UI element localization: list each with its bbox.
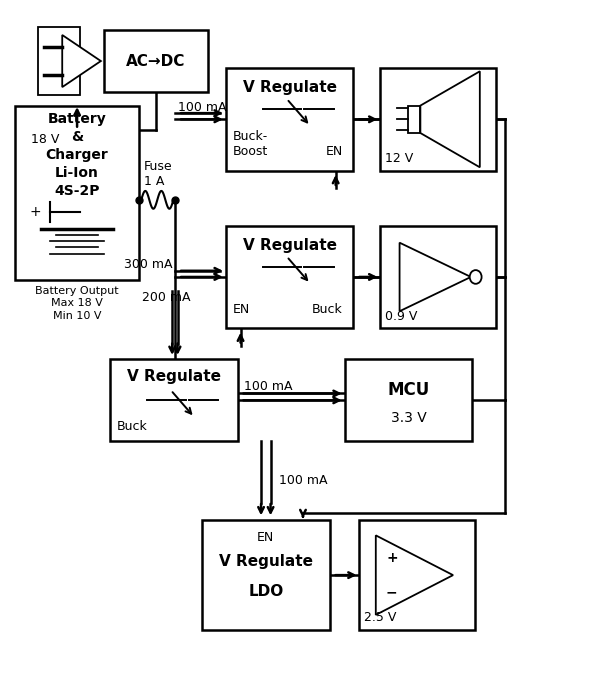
Text: Fuse
1 A: Fuse 1 A bbox=[143, 160, 172, 187]
Circle shape bbox=[470, 270, 482, 284]
Bar bbox=[226, 225, 353, 328]
Bar bbox=[380, 225, 496, 328]
Bar bbox=[380, 68, 496, 171]
Text: 100 mA: 100 mA bbox=[280, 475, 328, 487]
Text: 18 V: 18 V bbox=[31, 133, 59, 146]
Bar bbox=[409, 106, 421, 133]
Text: LDO: LDO bbox=[248, 584, 283, 599]
Text: V Regulate: V Regulate bbox=[219, 554, 313, 569]
Text: 3.3 V: 3.3 V bbox=[391, 411, 427, 426]
Text: V Regulate: V Regulate bbox=[242, 238, 337, 253]
Polygon shape bbox=[62, 35, 101, 87]
Polygon shape bbox=[400, 243, 471, 311]
Text: Battery
&
Charger
Li-Ion
4S-2P: Battery & Charger Li-Ion 4S-2P bbox=[46, 113, 109, 198]
Text: 12 V: 12 V bbox=[385, 152, 413, 165]
Text: Buck: Buck bbox=[117, 420, 148, 433]
Text: EN: EN bbox=[326, 145, 343, 158]
Bar bbox=[226, 68, 353, 171]
Text: 200 mA: 200 mA bbox=[142, 291, 191, 303]
Text: AC→DC: AC→DC bbox=[126, 53, 185, 68]
Polygon shape bbox=[376, 536, 453, 615]
Text: +: + bbox=[29, 205, 41, 219]
Text: +: + bbox=[386, 551, 398, 565]
Text: Buck-
Boost: Buck- Boost bbox=[233, 131, 268, 158]
Text: V Regulate: V Regulate bbox=[242, 80, 337, 95]
Bar bbox=[359, 520, 475, 630]
Text: 300 mA: 300 mA bbox=[124, 258, 172, 272]
Text: 100 mA: 100 mA bbox=[178, 101, 227, 114]
Bar bbox=[202, 520, 330, 630]
Bar bbox=[344, 359, 472, 442]
Text: Buck: Buck bbox=[312, 303, 343, 316]
Polygon shape bbox=[421, 71, 480, 167]
Text: −: − bbox=[386, 585, 398, 599]
Text: 0.9 V: 0.9 V bbox=[385, 310, 418, 323]
Text: MCU: MCU bbox=[388, 381, 430, 399]
Text: EN: EN bbox=[233, 303, 250, 316]
Bar bbox=[104, 30, 208, 92]
Text: EN: EN bbox=[257, 531, 274, 544]
Text: Battery Output
Max 18 V
Min 10 V: Battery Output Max 18 V Min 10 V bbox=[35, 286, 119, 321]
Bar bbox=[38, 27, 80, 95]
Bar bbox=[14, 106, 139, 281]
Text: V Regulate: V Regulate bbox=[127, 370, 221, 384]
Bar bbox=[110, 359, 238, 442]
Text: 100 mA: 100 mA bbox=[244, 381, 292, 393]
Text: 2.5 V: 2.5 V bbox=[364, 612, 397, 625]
